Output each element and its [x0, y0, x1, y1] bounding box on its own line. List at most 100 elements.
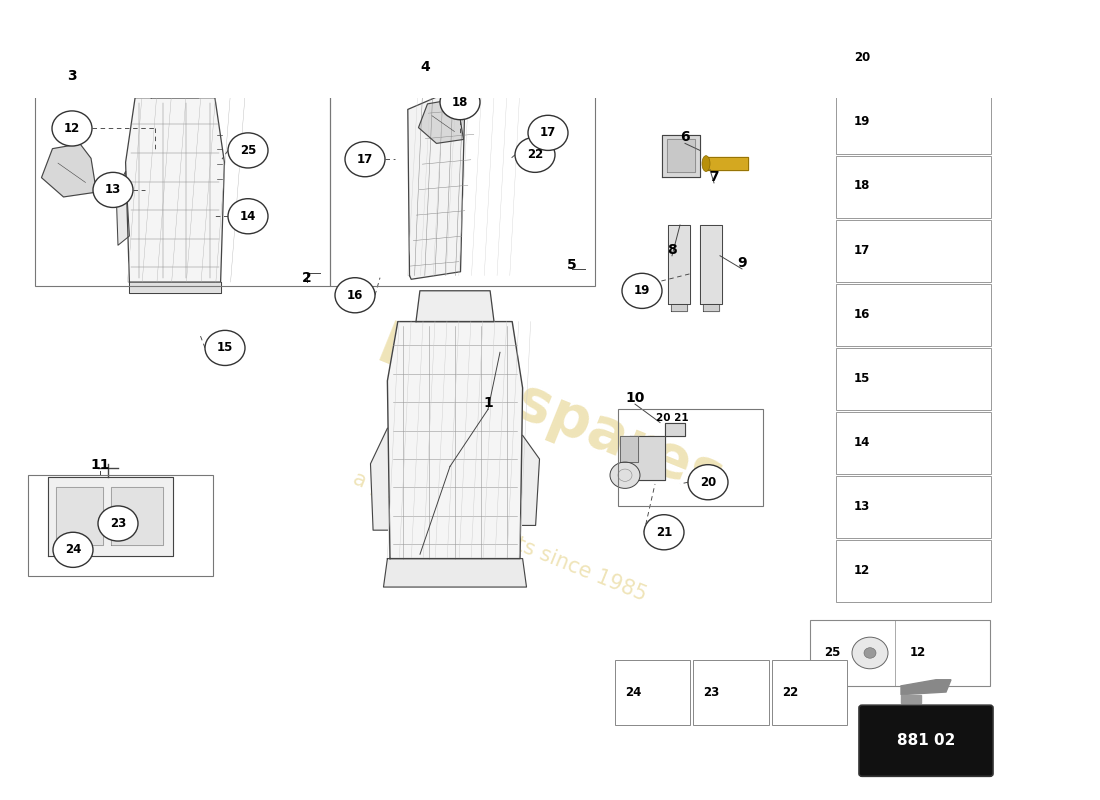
Polygon shape: [901, 694, 921, 703]
Polygon shape: [668, 225, 690, 304]
Text: 13: 13: [104, 183, 121, 197]
Bar: [35, 89, 330, 286]
Text: a passion for parts since 1985: a passion for parts since 1985: [350, 468, 650, 605]
Circle shape: [53, 532, 94, 567]
Polygon shape: [620, 436, 638, 462]
Polygon shape: [901, 680, 952, 694]
Text: 18: 18: [854, 179, 870, 193]
Text: 1: 1: [483, 396, 493, 410]
Text: 15: 15: [854, 372, 870, 385]
Circle shape: [228, 133, 268, 168]
Text: 15: 15: [217, 342, 233, 354]
Polygon shape: [371, 428, 387, 530]
Circle shape: [621, 274, 662, 309]
Text: 24: 24: [65, 543, 81, 556]
Text: 17: 17: [854, 243, 870, 257]
Polygon shape: [522, 435, 539, 526]
Polygon shape: [667, 139, 695, 172]
Text: 6: 6: [680, 130, 690, 144]
Text: 17: 17: [540, 126, 557, 139]
Polygon shape: [706, 158, 748, 170]
Polygon shape: [48, 477, 173, 556]
Text: 16: 16: [346, 289, 363, 302]
Polygon shape: [630, 422, 685, 479]
Bar: [836, 156, 991, 218]
Text: 18: 18: [452, 96, 469, 109]
Circle shape: [610, 462, 640, 488]
Bar: [836, 412, 991, 474]
Circle shape: [98, 506, 138, 541]
Bar: [836, 0, 991, 26]
Text: 5: 5: [568, 258, 576, 271]
Bar: [772, 659, 847, 726]
Text: 22: 22: [527, 148, 543, 162]
Polygon shape: [125, 98, 224, 282]
Text: 12: 12: [854, 564, 870, 577]
Polygon shape: [700, 225, 722, 304]
Circle shape: [345, 142, 385, 177]
Polygon shape: [703, 304, 719, 311]
Text: 2: 2: [302, 270, 312, 285]
Bar: [836, 540, 991, 602]
Bar: [693, 659, 769, 726]
Polygon shape: [130, 282, 221, 293]
Circle shape: [228, 198, 268, 234]
Text: 8: 8: [667, 242, 676, 257]
Bar: [615, 659, 691, 726]
Polygon shape: [408, 86, 464, 279]
Circle shape: [528, 115, 568, 150]
Circle shape: [688, 465, 728, 500]
Text: 12: 12: [910, 646, 926, 659]
Bar: [618, 410, 763, 506]
Circle shape: [515, 138, 556, 172]
Polygon shape: [671, 304, 688, 311]
Text: 20 21: 20 21: [656, 413, 689, 423]
Polygon shape: [416, 290, 494, 322]
Text: 9: 9: [737, 256, 747, 270]
Text: 25: 25: [824, 646, 840, 659]
Polygon shape: [418, 100, 463, 143]
Bar: [836, 92, 991, 154]
Polygon shape: [387, 322, 522, 558]
Polygon shape: [422, 64, 450, 86]
Text: 20: 20: [854, 51, 870, 64]
Text: 14: 14: [240, 210, 256, 222]
Text: 13: 13: [854, 500, 870, 513]
Text: 16: 16: [854, 308, 870, 321]
Ellipse shape: [702, 156, 710, 171]
Circle shape: [94, 172, 133, 207]
Circle shape: [336, 278, 375, 313]
Circle shape: [864, 648, 876, 658]
Bar: [836, 348, 991, 410]
Circle shape: [644, 514, 684, 550]
Text: 17: 17: [356, 153, 373, 166]
Bar: [836, 284, 991, 346]
Polygon shape: [662, 134, 700, 177]
Text: 19: 19: [854, 115, 870, 128]
Polygon shape: [384, 558, 527, 587]
Text: 20: 20: [700, 476, 716, 489]
Text: Eurospares: Eurospares: [368, 318, 732, 510]
Polygon shape: [152, 76, 199, 98]
Text: 12: 12: [64, 122, 80, 135]
Bar: [810, 620, 990, 686]
Polygon shape: [652, 686, 680, 703]
Text: 23: 23: [110, 517, 126, 530]
Text: 21: 21: [656, 526, 672, 538]
Text: 24: 24: [625, 686, 641, 699]
Polygon shape: [56, 487, 103, 546]
Polygon shape: [42, 144, 97, 197]
Bar: [330, 80, 595, 286]
Text: 881 02: 881 02: [896, 734, 955, 748]
Bar: [28, 475, 213, 576]
Text: 23: 23: [703, 686, 719, 699]
Circle shape: [52, 111, 92, 146]
Polygon shape: [111, 487, 163, 546]
Bar: [836, 220, 991, 282]
Text: 22: 22: [782, 686, 797, 699]
Text: 11: 11: [90, 458, 110, 472]
Text: 7: 7: [710, 170, 718, 184]
Text: 14: 14: [854, 436, 870, 449]
Text: 4: 4: [420, 60, 430, 74]
Text: 19: 19: [634, 284, 650, 298]
